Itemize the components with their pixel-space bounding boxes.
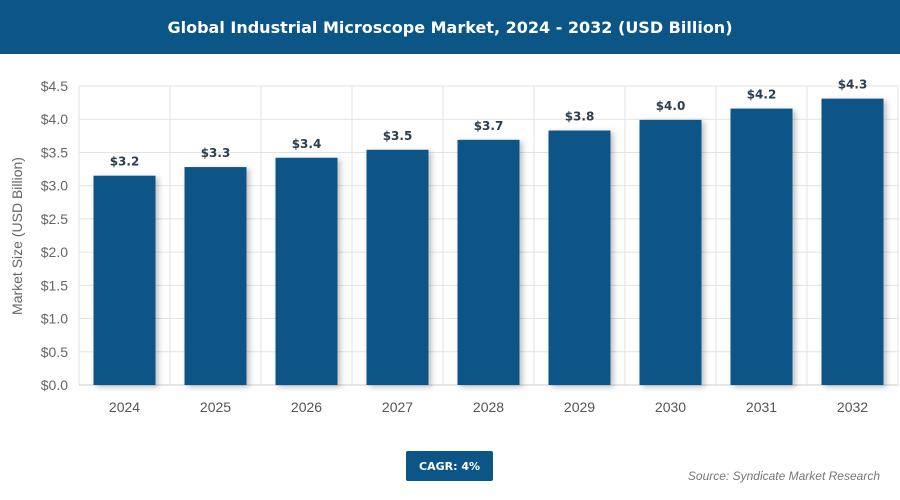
x-tick-label: 2029 [564,399,595,415]
cagr-badge: CAGR: 4% [406,451,493,481]
y-tick-label: $3.0 [41,178,68,194]
x-tick-label: 2024 [109,399,140,415]
bar-2024 [93,175,156,385]
y-tick-label: $1.5 [41,277,68,293]
x-tick-label: 2030 [655,399,686,415]
data-label: $3.5 [383,129,413,143]
chart-title: Global Industrial Microscope Market, 202… [0,0,900,54]
y-tick-label: $3.5 [41,144,68,160]
data-label: $3.7 [474,119,504,133]
bar-2029 [548,130,611,385]
bar-2027 [366,149,429,385]
data-label: $4.0 [656,99,686,113]
y-tick-label: $4.0 [41,111,68,127]
data-label: $3.2 [110,155,140,169]
x-tick-label: 2028 [473,399,504,415]
y-tick-label: $0.0 [41,377,68,393]
y-tick-label: $2.0 [41,244,68,260]
x-tick-label: 2025 [200,399,231,415]
y-tick-label: $4.5 [41,78,68,94]
source-note: Source: Syndicate Market Research [687,469,880,483]
data-label: $3.4 [292,137,322,151]
y-tick-label: $2.5 [41,211,68,227]
data-label: $4.3 [838,78,868,92]
x-tick-label: 2027 [382,399,413,415]
bar-2028 [457,139,520,385]
y-tick-label: $1.0 [41,311,68,327]
x-tick-label: 2031 [746,399,777,415]
bar-2030 [639,119,702,386]
data-label: $3.3 [201,146,231,160]
bar-2031 [730,108,793,385]
bar-2026 [275,157,338,385]
y-axis-label: Market Size (USD Billion) [9,157,25,315]
bar-2025 [184,167,247,385]
x-tick-label: 2032 [837,399,868,415]
bar-2032 [821,98,884,385]
data-label: $4.2 [747,88,777,102]
y-tick-label: $0.5 [41,344,68,360]
x-tick-label: 2026 [291,399,322,415]
data-label: $3.8 [565,110,595,124]
